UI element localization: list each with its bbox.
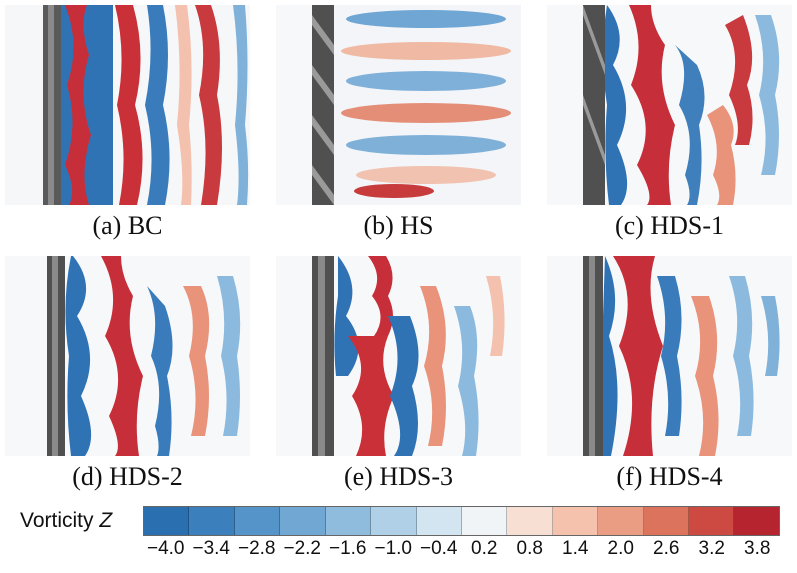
- colorbar-tick-label: −1.0: [374, 538, 413, 559]
- colorbar-variable: Z: [99, 509, 113, 532]
- flow-panel-hs: [276, 5, 521, 205]
- colorbar-label-text: Vorticity: [20, 509, 94, 532]
- flow-panel-hds-4: [547, 256, 792, 456]
- colorbar-tick-label: 1.4: [562, 538, 589, 559]
- vorticity-colorbar: [143, 506, 780, 536]
- colorbar-segment: [689, 507, 735, 535]
- vorticity-field-bc: [5, 5, 250, 205]
- flow-panel-hds-3: [276, 256, 521, 456]
- vorticity-field-hs: [276, 5, 521, 205]
- flow-panel-hds-1: [547, 5, 792, 205]
- colorbar-segment: [189, 507, 235, 535]
- colorbar-tick-label: 0.2: [471, 538, 498, 559]
- colorbar-segment: [598, 507, 644, 535]
- colorbar-segment: [280, 507, 326, 535]
- colorbar-segment: [643, 507, 690, 535]
- colorbar-segment: [461, 507, 508, 535]
- flow-panel-hds-2: [5, 256, 250, 456]
- colorbar-segment: [734, 507, 779, 535]
- colorbar-segment: [325, 507, 372, 535]
- colorbar-tick-label: 3.2: [698, 538, 725, 559]
- vorticity-field-hds-3: [276, 256, 521, 456]
- vorticity-field-hds-1: [547, 5, 792, 205]
- colorbar-segment: [371, 507, 417, 535]
- colorbar-tick-label: −2.8: [237, 538, 276, 559]
- colorbar-tick-label: −1.6: [328, 538, 367, 559]
- colorbar-segment: [234, 507, 281, 535]
- colorbar-tick-label: 3.8: [744, 538, 771, 559]
- colorbar-tick-label: 2.6: [653, 538, 680, 559]
- colorbar-label: Vorticity Z: [20, 509, 112, 533]
- panel-caption-hds-2: (d) HDS-2: [72, 462, 183, 491]
- panel-caption-hds-1: (c) HDS-1: [614, 211, 725, 240]
- colorbar-tick-label: 2.0: [607, 538, 634, 559]
- flow-panel-bc: [5, 5, 250, 205]
- colorbar-tick-label: 0.8: [516, 538, 543, 559]
- panel-caption-hds-4: (f) HDS-4: [616, 462, 723, 491]
- panel-caption-bc: (a) BC: [92, 211, 163, 240]
- colorbar-segment: [144, 507, 190, 535]
- colorbar-tick-label: −2.2: [283, 538, 322, 559]
- colorbar-segment: [552, 507, 599, 535]
- colorbar-segment: [416, 507, 462, 535]
- colorbar-tick-label: −4.0: [146, 538, 185, 559]
- colorbar-segment: [507, 507, 553, 535]
- panel-caption-hds-3: (e) HDS-3: [343, 462, 454, 491]
- colorbar-ticks: −4.0 −3.4 −2.8 −2.2 −1.6 −1.0 −0.4 0.2 0.8 1.4 2.0…: [143, 538, 780, 566]
- vorticity-field-hds-2: [5, 256, 250, 456]
- panel-caption-hs: (b) HS: [363, 211, 434, 240]
- colorbar-tick-label: −0.4: [419, 538, 458, 559]
- vorticity-field-hds-4: [547, 256, 792, 456]
- colorbar-tick-label: −3.4: [192, 538, 231, 559]
